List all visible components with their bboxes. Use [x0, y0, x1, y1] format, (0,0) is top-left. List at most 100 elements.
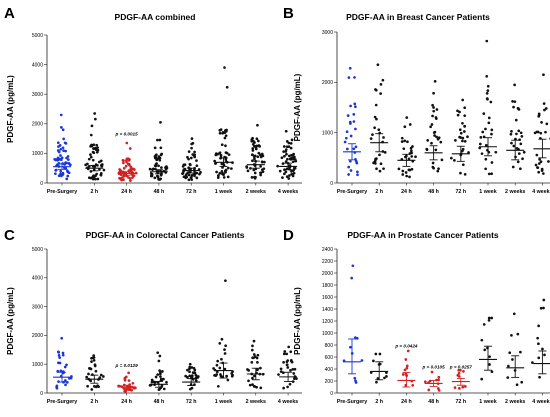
data-point [291, 368, 295, 371]
x-tick-label: 1 week [215, 399, 232, 405]
data-point [157, 164, 160, 168]
panel-title: PDGF-AA in Prostate Cancer Patients [347, 230, 499, 240]
panel-title: PDGF-AA in Breast Cancer Patients [346, 12, 490, 22]
data-point [218, 128, 222, 132]
data-point [459, 131, 463, 135]
data-point [424, 380, 427, 384]
data-point [279, 367, 283, 371]
data-point [540, 167, 544, 171]
data-point [537, 113, 541, 117]
data-point-max [512, 312, 516, 316]
data-point [345, 147, 349, 151]
data-point [129, 179, 132, 182]
data-point [128, 147, 132, 150]
data-point [131, 176, 134, 179]
data-point [188, 370, 191, 374]
data-point [408, 175, 411, 179]
data-point [355, 337, 359, 340]
data-point [345, 130, 349, 134]
data-point [437, 136, 441, 140]
data-point [484, 127, 487, 131]
data-point [381, 78, 385, 82]
data-point [353, 376, 357, 380]
data-point [291, 380, 295, 383]
data-point [259, 366, 262, 370]
data-point [356, 170, 359, 174]
y-tick-label: 1400 [322, 307, 333, 313]
x-tick-label: Pre-Surgery [337, 189, 367, 195]
data-point [282, 360, 285, 364]
y-axis-label: PDGF-AA (pg/mL) [6, 75, 15, 143]
data-point [198, 172, 201, 176]
data-point [223, 169, 227, 173]
data-point [436, 169, 440, 173]
data-point-max [223, 66, 226, 69]
data-point [220, 169, 224, 173]
data-point [247, 379, 250, 383]
data-point [94, 174, 97, 178]
y-tick-label: 1600 [322, 295, 333, 301]
x-tick-label: 2 h [90, 189, 98, 195]
data-point [515, 383, 519, 387]
data-point [216, 384, 220, 388]
x-tick-label: Pre-Surgery [47, 399, 77, 405]
data-point [385, 375, 388, 378]
data-point [284, 148, 288, 151]
data-point [356, 173, 359, 177]
data-point [162, 377, 165, 381]
data-point [226, 166, 230, 170]
data-point [517, 152, 521, 155]
data-point [66, 158, 70, 161]
data-point [488, 363, 491, 366]
y-axis-label: PDGF-AA (pg/mL) [293, 287, 302, 355]
data-point [255, 137, 259, 141]
data-point [231, 373, 234, 377]
p-value-annotation: p = 0.0257 [449, 364, 473, 369]
data-point [516, 160, 520, 164]
data-point [354, 145, 358, 149]
y-tick-label: 4000 [32, 276, 43, 282]
data-point [545, 122, 549, 126]
data-point [489, 100, 493, 104]
data-point [281, 176, 284, 179]
data-point [152, 380, 156, 384]
data-point [432, 131, 436, 134]
data-point [190, 146, 193, 150]
panel-letter: A [4, 5, 15, 22]
data-point [531, 361, 534, 364]
data-point [60, 126, 63, 129]
y-tick-label: 4000 [32, 62, 43, 68]
y-tick-label: 600 [325, 355, 334, 361]
data-point [224, 134, 228, 138]
data-point [251, 147, 255, 150]
data-point-max [351, 264, 355, 268]
data-point [429, 125, 432, 129]
data-point [283, 154, 286, 158]
data-point [432, 109, 436, 113]
data-point [289, 146, 293, 150]
panel-letter: C [4, 227, 15, 244]
data-point [540, 121, 543, 124]
data-point [150, 378, 154, 382]
data-point [252, 353, 256, 356]
data-point [437, 375, 441, 379]
data-point [437, 167, 440, 171]
data-point [58, 356, 61, 360]
data-point [355, 161, 359, 165]
data-point [187, 173, 191, 177]
data-point [291, 153, 294, 157]
data-point-max [190, 137, 194, 140]
data-point [376, 377, 380, 380]
data-point [54, 168, 58, 172]
data-point [186, 375, 189, 379]
x-tick-label: 1 week [479, 399, 496, 405]
data-point [213, 373, 216, 377]
data-point [293, 377, 296, 380]
data-point [159, 153, 163, 157]
data-point [181, 172, 185, 175]
data-point [404, 171, 408, 174]
data-point [510, 141, 513, 145]
data-point [257, 144, 261, 147]
data-point [218, 342, 222, 345]
data-point [432, 91, 435, 95]
